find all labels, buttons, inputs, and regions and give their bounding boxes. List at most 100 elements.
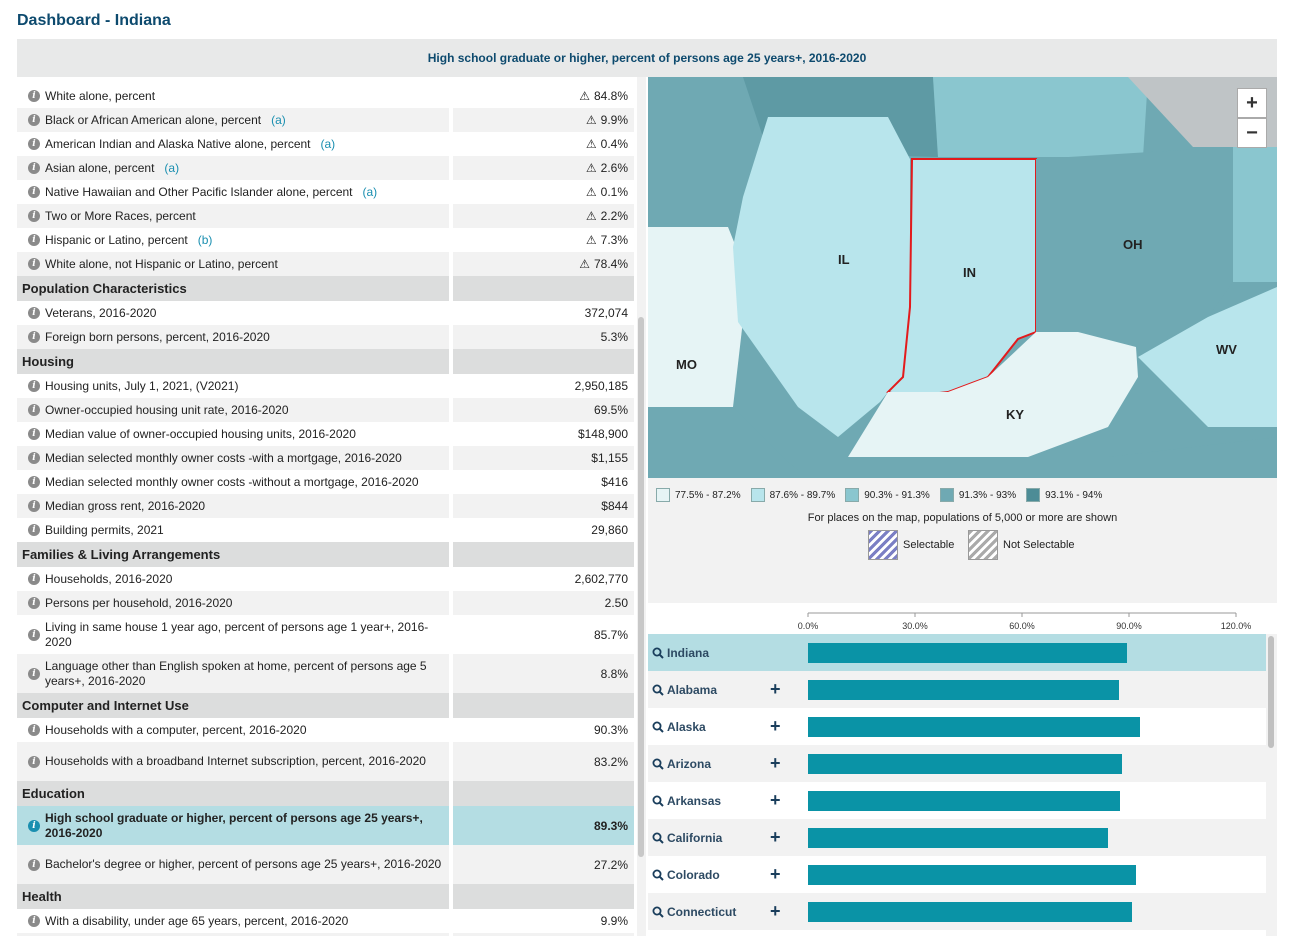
magnifier-icon[interactable] <box>652 832 664 844</box>
fact-row[interactable]: i Two or More Races, percent ⚠ 2.2% <box>17 204 634 228</box>
magnifier-icon[interactable] <box>652 647 664 659</box>
add-comparison-plus-icon[interactable]: + <box>770 901 781 921</box>
bar-row[interactable]: Indiana <box>648 634 1266 671</box>
fact-row[interactable]: i Building permits, 2021 29,860 <box>17 518 634 542</box>
fact-row[interactable]: i Native Hawaiian and Other Pacific Islan… <box>17 180 634 204</box>
bar[interactable] <box>808 901 1133 922</box>
warning-triangle-icon[interactable]: ⚠ <box>585 209 597 223</box>
bar[interactable] <box>808 864 1137 885</box>
bar-row[interactable]: Alabama + <box>648 671 1266 708</box>
add-comparison-plus-icon[interactable]: + <box>770 753 781 773</box>
warning-triangle-icon[interactable]: ⚠ <box>585 161 597 175</box>
add-comparison-plus-icon[interactable]: + <box>770 864 781 884</box>
warning-triangle-icon[interactable]: ⚠ <box>585 185 597 199</box>
info-icon[interactable]: i <box>28 331 40 343</box>
fact-table-scrollbar[interactable] <box>637 77 646 936</box>
footnote-link[interactable]: (a) <box>320 136 336 151</box>
bar-row[interactable]: California + <box>648 819 1266 856</box>
fact-row[interactable]: i Asian alone, percent (a) ⚠ 2.6% <box>17 156 634 180</box>
bar[interactable] <box>808 753 1122 774</box>
add-comparison-plus-icon[interactable]: + <box>770 827 781 847</box>
magnifier-icon[interactable] <box>652 869 664 881</box>
bar-category[interactable]: Connecticut <box>652 905 736 919</box>
warning-triangle-icon[interactable]: ⚠ <box>579 257 590 271</box>
warning-triangle-icon[interactable]: ⚠ <box>579 89 590 103</box>
bar-chart-scrollbar[interactable] <box>1266 634 1277 936</box>
info-icon[interactable]: i <box>28 234 40 246</box>
bar-category[interactable]: Arizona <box>652 757 711 771</box>
fact-row[interactable]: i Language other than English spoken at h… <box>17 654 634 693</box>
choropleth-map[interactable]: IL IN OH MO KY WV <box>648 77 1277 478</box>
bar-category[interactable]: Alaska <box>652 720 706 734</box>
info-icon[interactable]: i <box>28 573 40 585</box>
add-comparison-plus-icon[interactable]: + <box>770 716 781 736</box>
info-icon[interactable]: i <box>28 210 40 222</box>
magnifier-icon[interactable] <box>652 684 664 696</box>
add-comparison-plus-icon[interactable]: + <box>770 790 781 810</box>
info-icon[interactable]: i <box>28 915 40 927</box>
bar-category[interactable]: Arkansas <box>652 794 721 808</box>
bar-row[interactable]: Arkansas + <box>648 782 1266 819</box>
zoom-out-button[interactable]: − <box>1237 118 1267 148</box>
magnifier-icon[interactable] <box>652 721 664 733</box>
info-icon[interactable]: i <box>28 380 40 392</box>
info-icon[interactable]: i <box>28 258 40 270</box>
fact-row[interactable]: i Households with a broadband Internet su… <box>17 742 634 781</box>
magnifier-icon[interactable] <box>652 758 664 770</box>
bar-chart-scrollbar-thumb[interactable] <box>1268 636 1274 748</box>
fact-row[interactable]: i Black or African American alone, percen… <box>17 108 634 132</box>
fact-row[interactable]: i With a disability, under age 65 years, … <box>17 909 634 933</box>
info-icon[interactable]: i <box>28 452 40 464</box>
info-icon[interactable]: i <box>28 162 40 174</box>
warning-triangle-icon[interactable]: ⚠ <box>585 113 597 127</box>
fact-row[interactable]: i Median selected monthly owner costs -wi… <box>17 470 634 494</box>
info-icon[interactable]: i <box>28 524 40 536</box>
fact-row[interactable]: i Foreign born persons, percent, 2016-202… <box>17 325 634 349</box>
fact-row[interactable]: i Median selected monthly owner costs -wi… <box>17 446 634 470</box>
info-icon[interactable]: i <box>28 597 40 609</box>
fact-row[interactable]: i Hispanic or Latino, percent (b) ⚠ 7.3% <box>17 228 634 252</box>
zoom-in-button[interactable]: + <box>1237 88 1267 118</box>
info-icon[interactable]: i <box>28 476 40 488</box>
bar-row[interactable]: Connecticut + <box>648 893 1266 930</box>
bar-row[interactable]: Alaska + <box>648 708 1266 745</box>
info-icon[interactable]: i <box>28 404 40 416</box>
bar-row[interactable]: Arizona + <box>648 745 1266 782</box>
footnote-link[interactable]: (a) <box>164 160 180 175</box>
fact-row[interactable]: i White alone, percent ⚠ 84.8% <box>17 84 634 108</box>
fact-row[interactable]: i Housing units, July 1, 2021, (V2021) 2,9… <box>17 374 634 398</box>
fact-row[interactable]: i Owner-occupied housing unit rate, 2016-… <box>17 398 634 422</box>
fact-row[interactable]: i Households with a computer, percent, 20… <box>17 718 634 742</box>
info-icon[interactable]: i <box>28 186 40 198</box>
info-icon[interactable]: i <box>28 667 40 680</box>
info-icon[interactable]: i <box>28 819 40 832</box>
warning-triangle-icon[interactable]: ⚠ <box>585 137 597 151</box>
bar-category[interactable]: Colorado <box>652 868 720 882</box>
magnifier-icon[interactable] <box>652 906 664 918</box>
fact-row[interactable]: i White alone, not Hispanic or Latino, pe… <box>17 252 634 276</box>
warning-triangle-icon[interactable]: ⚠ <box>585 233 597 247</box>
bar-category[interactable]: Indiana <box>652 646 709 660</box>
info-icon[interactable]: i <box>28 724 40 736</box>
info-icon[interactable]: i <box>28 858 40 871</box>
scrollbar-thumb[interactable] <box>638 317 644 857</box>
fact-row[interactable]: i American Indian and Alaska Native alone… <box>17 132 634 156</box>
bar-category[interactable]: Alabama <box>652 683 717 697</box>
bar[interactable] <box>808 716 1140 737</box>
footnote-link[interactable]: (a) <box>271 112 286 127</box>
bar[interactable] <box>808 790 1120 811</box>
fact-row[interactable]: i Households, 2016-2020 2,602,770 <box>17 567 634 591</box>
fact-row[interactable]: i Living in same house 1 year ago, percen… <box>17 615 634 654</box>
fact-row[interactable]: i Median value of owner-occupied housing … <box>17 422 634 446</box>
footnote-link[interactable]: (b) <box>197 232 213 247</box>
footnote-link[interactable]: (a) <box>362 184 378 199</box>
fact-row[interactable]: i Persons per household, 2016-2020 2.50 <box>17 591 634 615</box>
bar[interactable] <box>808 642 1127 663</box>
info-icon[interactable]: i <box>28 90 40 102</box>
bar[interactable] <box>808 679 1119 700</box>
info-icon[interactable]: i <box>28 755 40 768</box>
info-icon[interactable]: i <box>28 138 40 150</box>
info-icon[interactable]: i <box>28 500 40 512</box>
info-icon[interactable]: i <box>28 628 40 641</box>
